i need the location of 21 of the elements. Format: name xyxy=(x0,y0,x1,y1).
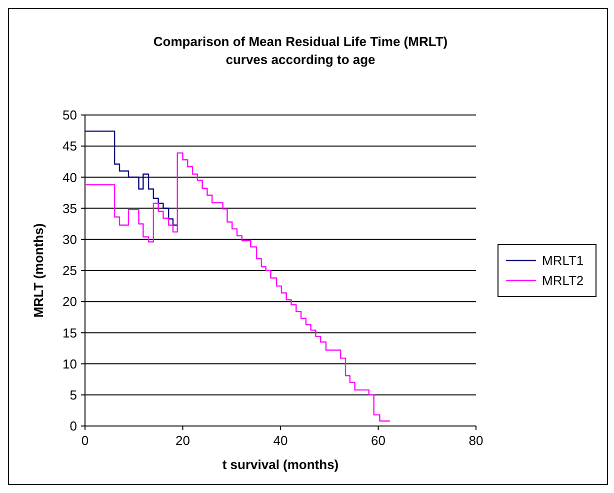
y-tick-label: 0 xyxy=(70,418,77,434)
y-tick-label: 15 xyxy=(62,325,77,340)
legend-label: MRLT2 xyxy=(542,273,584,288)
x-tick-label: 20 xyxy=(176,433,190,448)
x-tick-label: 60 xyxy=(371,433,386,448)
y-tick-label: 5 xyxy=(70,387,77,402)
y-tick-label: 40 xyxy=(62,170,77,185)
y-tick-label: 35 xyxy=(62,200,77,216)
y-tick-label: 10 xyxy=(62,356,77,372)
y-tick-label: 45 xyxy=(62,138,77,154)
y-axis-title: MRLT (months) xyxy=(31,223,46,318)
x-tick-label: 0 xyxy=(81,433,89,448)
y-tick-label: 20 xyxy=(62,294,77,310)
y-tick-label: 30 xyxy=(62,232,77,247)
y-tick-label: 25 xyxy=(62,263,77,278)
x-tick-label: 40 xyxy=(273,433,288,448)
y-tick-label: 50 xyxy=(62,108,77,123)
x-axis-title: t survival (months) xyxy=(222,457,339,472)
legend-label: MRLT1 xyxy=(542,253,584,268)
x-tick-label: 80 xyxy=(468,433,484,448)
chart-title: Comparison of Mean Residual Life Time (MRLT) curves according to age xyxy=(153,34,448,67)
